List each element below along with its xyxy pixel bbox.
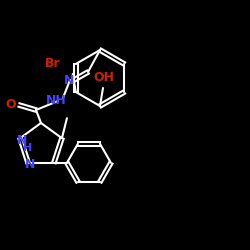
Text: N: N (64, 74, 74, 86)
Text: NH: NH (46, 94, 66, 108)
Text: N: N (17, 134, 27, 147)
Text: O: O (6, 98, 16, 112)
Text: OH: OH (94, 71, 114, 84)
Text: Br: Br (45, 57, 61, 70)
Text: N: N (25, 158, 35, 171)
Text: H: H (24, 143, 33, 153)
